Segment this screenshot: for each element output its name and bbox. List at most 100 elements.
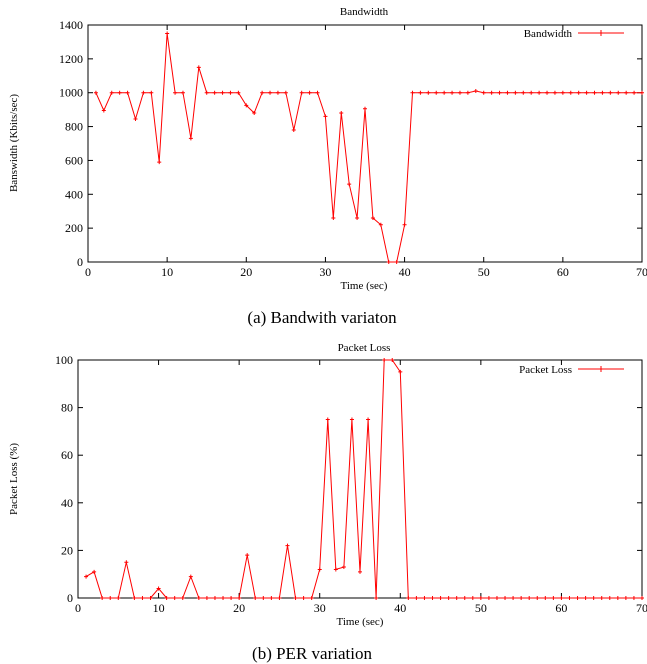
- packet-loss-data-point: [591, 596, 596, 600]
- packet-loss-x-tick-label: 10: [153, 601, 165, 615]
- bandwidth-data-point: [165, 31, 170, 36]
- bandwidth-data-point: [236, 90, 241, 95]
- packet-loss-x-tick-label: 50: [475, 601, 487, 615]
- bandwidth-data-point: [173, 90, 178, 95]
- bandwidth-data-point: [378, 222, 383, 227]
- packet-loss-data-point: [100, 596, 105, 600]
- bandwidth-y-tick-label: 600: [65, 153, 83, 167]
- packet-loss-data-point: [599, 596, 604, 600]
- packet-loss-series: [84, 358, 644, 600]
- bandwidth-data-point: [347, 182, 352, 187]
- bandwidth-data-point: [402, 222, 407, 227]
- bandwidth-data-point: [244, 103, 249, 108]
- bandwidth-chart-title: Bandwidth: [340, 6, 389, 18]
- packet-loss-y-ticks: 0 20 40 60 80 100: [55, 353, 642, 605]
- bandwidth-chart: Bandwidth 0 10 20 30 40 50 60 70 0 200 400 600 800 1…: [8, 6, 647, 327]
- packet-loss-data-point: [148, 596, 153, 600]
- packet-loss-data-point: [366, 417, 371, 422]
- packet-loss-data-point: [341, 565, 346, 570]
- bandwidth-data-point: [268, 90, 273, 95]
- bandwidth-y-tick-label: 1000: [59, 86, 83, 100]
- packet-loss-data-point: [325, 417, 330, 422]
- bandwidth-x-tick-label: 0: [85, 265, 91, 279]
- bandwidth-data-point: [481, 90, 486, 95]
- packet-loss-data-point: [245, 553, 250, 558]
- bandwidth-caption: (a) Bandwith variaton: [247, 308, 397, 327]
- bandwidth-data-point: [196, 65, 201, 70]
- bandwidth-data-point: [529, 90, 534, 95]
- packet-loss-data-point: [358, 569, 362, 574]
- packet-loss-x-tick-label: 20: [233, 601, 245, 615]
- packet-loss-series-line: [85, 359, 642, 599]
- bandwidth-data-point: [576, 90, 581, 95]
- bandwidth-data-point: [418, 90, 423, 95]
- packet-loss-data-point: [438, 596, 443, 600]
- packet-loss-data-point: [583, 596, 588, 600]
- packet-loss-data-point: [237, 596, 242, 600]
- packet-loss-data-point: [349, 417, 354, 422]
- bandwidth-legend-marker: [598, 30, 604, 36]
- bandwidth-data-point: [370, 215, 375, 220]
- bandwidth-data-point: [473, 89, 478, 94]
- packet-loss-chart: Packet Loss 0 10 20 30 40 50 60 70 0 20 40 60 80 100…: [8, 342, 647, 663]
- packet-loss-legend: Packet Loss: [519, 364, 624, 376]
- bandwidth-x-tick-label: 30: [319, 265, 331, 279]
- packet-loss-data-point: [631, 596, 636, 600]
- packet-loss-y-tick-label: 100: [55, 353, 73, 367]
- bandwidth-data-point: [228, 90, 233, 95]
- bandwidth-data-point: [632, 90, 637, 95]
- packet-loss-x-axis-label: Time (sec): [337, 616, 384, 628]
- packet-loss-y-axis-label: Packet Loss (%): [8, 443, 20, 515]
- packet-loss-chart-title: Packet Loss: [338, 342, 391, 354]
- bandwidth-x-axis-label: Time (sec): [341, 280, 388, 292]
- bandwidth-data-point: [141, 90, 146, 95]
- bandwidth-data-point: [291, 127, 296, 132]
- packet-loss-data-point: [640, 596, 644, 600]
- packet-loss-data-point: [454, 596, 459, 600]
- packet-loss-data-point: [164, 596, 169, 600]
- bandwidth-x-tick-label: 20: [240, 265, 252, 279]
- bandwidth-data-point: [180, 90, 185, 95]
- bandwidth-data-point: [212, 90, 217, 95]
- packet-loss-x-tick-label: 60: [555, 601, 567, 615]
- packet-loss-data-point: [309, 596, 314, 600]
- bandwidth-data-point: [434, 90, 439, 95]
- bandwidth-data-point: [101, 108, 106, 113]
- bandwidth-series-line: [95, 33, 642, 263]
- bandwidth-legend-label: Bandwidth: [524, 28, 573, 40]
- packet-loss-data-point: [253, 596, 258, 600]
- bandwidth-y-axis-label: Banswidth (Kbits/sec): [8, 94, 20, 192]
- packet-loss-legend-marker: [598, 366, 604, 372]
- bandwidth-x-tick-label: 40: [399, 265, 411, 279]
- packet-loss-plot-frame: [77, 359, 643, 599]
- packet-loss-data-point: [301, 596, 306, 600]
- bandwidth-data-point: [363, 106, 367, 111]
- packet-loss-data-point: [527, 596, 532, 600]
- packet-loss-data-point: [406, 596, 411, 600]
- packet-loss-data-point: [422, 596, 427, 600]
- bandwidth-data-point: [608, 90, 613, 95]
- bandwidth-data-point: [252, 111, 257, 116]
- bandwidth-data-point: [450, 90, 455, 95]
- bandwidth-data-point: [521, 90, 526, 95]
- bandwidth-data-point: [497, 90, 502, 95]
- bandwidth-data-point: [323, 114, 328, 119]
- packet-loss-data-point: [551, 596, 556, 600]
- packet-loss-data-point: [172, 596, 177, 600]
- bandwidth-data-point: [489, 90, 494, 95]
- bandwidth-data-point: [315, 90, 320, 95]
- bandwidth-x-tick-label: 60: [557, 265, 569, 279]
- packet-loss-x-tick-label: 40: [394, 601, 406, 615]
- bandwidth-y-tick-label: 400: [65, 187, 83, 201]
- packet-loss-data-point: [132, 596, 137, 600]
- packet-loss-data-point: [229, 596, 234, 600]
- bandwidth-data-point: [149, 90, 154, 95]
- bandwidth-data-point: [394, 260, 399, 264]
- bandwidth-data-point: [117, 90, 122, 95]
- bandwidth-data-point: [260, 90, 265, 95]
- packet-loss-data-point: [519, 596, 524, 600]
- bandwidth-data-point: [109, 90, 114, 95]
- bandwidth-data-point: [275, 90, 280, 95]
- bandwidth-y-tick-label: 0: [77, 255, 83, 269]
